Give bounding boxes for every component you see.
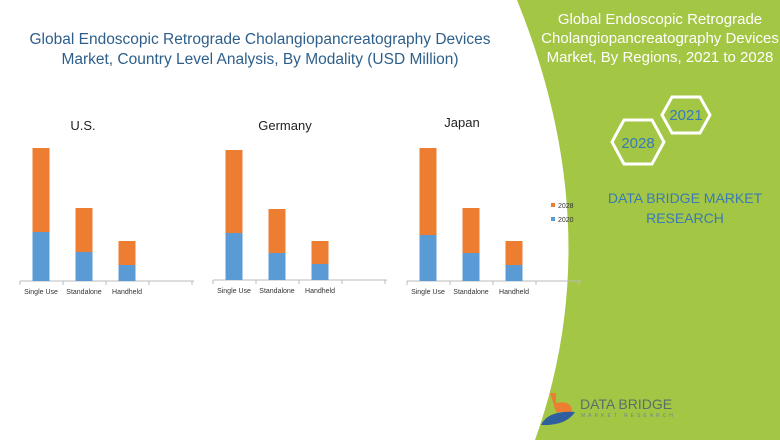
bar-2028-handheld [311,241,329,264]
chart-title: Japan [444,115,479,130]
bar-2028-single-use [419,148,437,235]
chart-japan: Japan Single Use Standalone Handheld 2028 202… [406,115,581,296]
bar-2020-single-use [32,232,50,281]
bar-2020-standalone [268,253,286,280]
hex-label-2021: 2021 [669,107,702,124]
bar-2020-single-use [225,233,243,280]
chart-title: U.S. [70,118,95,133]
x-tick-label: Standalone [453,289,489,296]
legend-label: 2028 [558,203,574,210]
bar-2020-handheld [505,265,523,281]
hexagon-2021 [660,95,712,135]
bar-2020-handheld [311,264,329,280]
x-tick-label: Single Use [217,288,251,295]
bar-2028-standalone [462,208,480,253]
logo-icon [541,393,575,426]
x-tick-label: Single Use [24,289,58,296]
bar-2020-handheld [118,265,136,281]
bar-2028-standalone [268,209,286,253]
x-tick-label: Handheld [499,289,529,296]
hex-label-2028: 2028 [621,135,654,152]
bar-2028-single-use [225,150,243,233]
logo-text: DATA BRIDGE [580,396,673,412]
legend-swatch-2020 [551,217,555,221]
bar-2028-standalone [75,208,93,252]
x-tick-label: Standalone [66,289,102,296]
chart-title: Germany [258,118,312,133]
chart-us: U.S. Single Use Standalone Handheld [19,118,194,296]
hexagon-2028 [610,118,666,166]
x-tick-label: Standalone [259,288,295,295]
bar-2020-single-use [419,235,437,281]
green-panel [517,0,780,440]
logo-subtext: MARKET RESEARCH [581,413,676,419]
chart-germany: Germany Single Use Standalone Handheld [212,118,387,295]
bar-2020-standalone [75,252,93,281]
bar-2028-handheld [118,241,136,265]
page-title: Global Endoscopic Retrograde Cholangiopa… [29,31,491,68]
legend-swatch-2028 [551,203,555,207]
side-title: Global Endoscopic Retrograde Cholangiopa… [541,11,779,66]
x-tick-label: Handheld [112,289,142,296]
bar-2028-handheld [505,241,523,265]
bar-2020-standalone [462,253,480,281]
x-tick-label: Handheld [305,288,335,295]
bar-2028-single-use [32,148,50,232]
legend-label: 2020 [558,217,574,224]
brand-text: DATA BRIDGE MARKET RESEARCH [607,190,763,226]
x-tick-label: Single Use [411,289,445,296]
